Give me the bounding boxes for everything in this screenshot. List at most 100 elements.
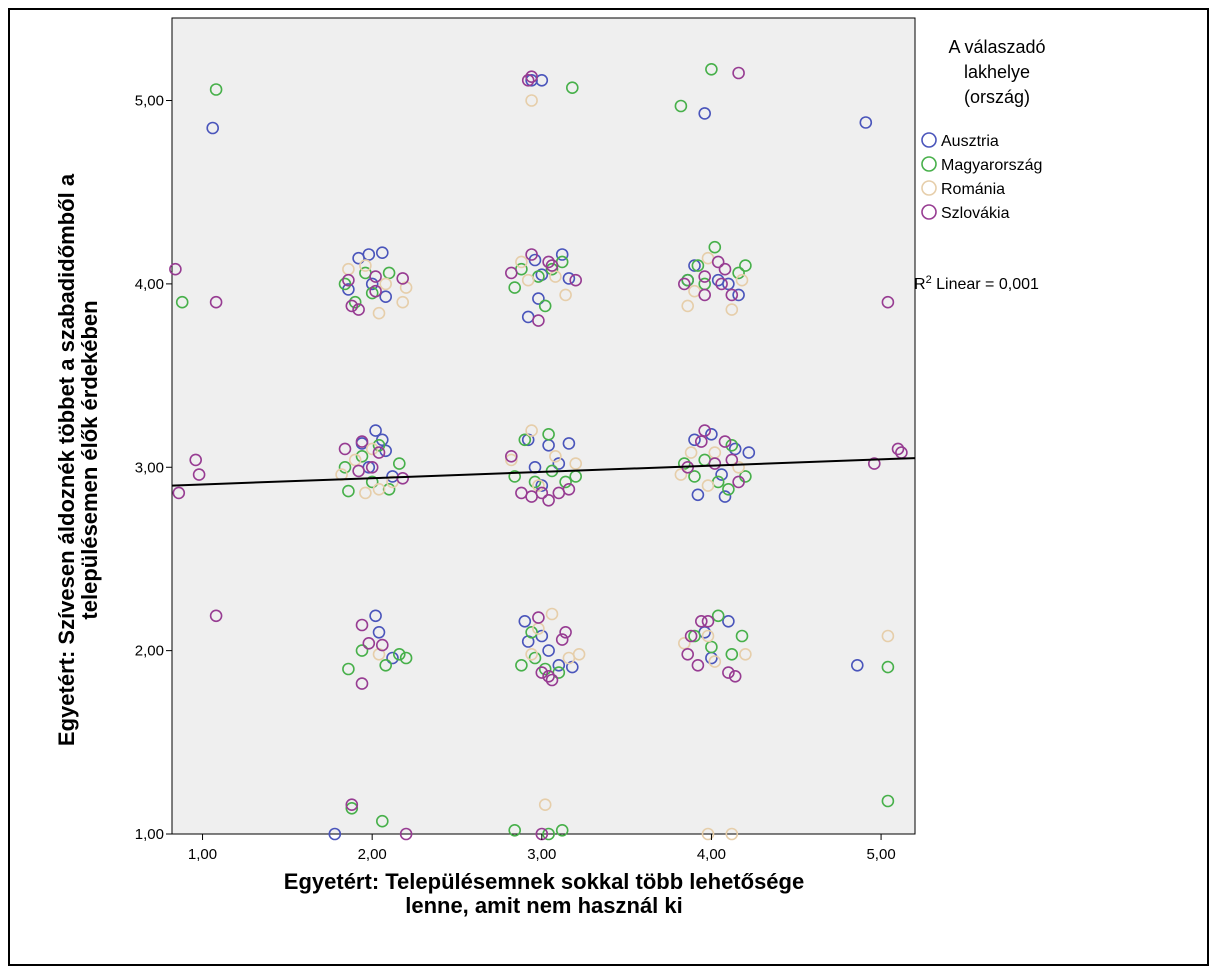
point-szlov-kia (535, 666, 549, 679)
point-rom-nia (572, 647, 586, 661)
point-szlov-kia (172, 486, 186, 500)
point-magyarorsz-g (365, 475, 379, 489)
point-szlov-kia (732, 475, 745, 489)
point-magyarorsz-g (542, 827, 555, 841)
point-szlov-kia (542, 255, 555, 269)
point-magyarorsz-g (355, 449, 369, 463)
point-szlov-kia (698, 424, 712, 437)
point-magyarorsz-g (209, 83, 223, 96)
point-rom-nia (881, 629, 895, 643)
point-magyarorsz-g (338, 277, 352, 291)
point-rom-nia (538, 798, 552, 812)
point-magyarorsz-g (525, 625, 538, 639)
point-szlov-kia (352, 464, 365, 478)
point-magyarorsz-g (739, 259, 752, 272)
x-tick-label: 3,00 (527, 846, 556, 863)
x-tick-label: 5,00 (866, 846, 895, 863)
point-ausztria (369, 609, 382, 623)
point-szlov-kia (694, 435, 708, 448)
linear-fit-line (171, 457, 916, 487)
point-ausztria (542, 644, 555, 657)
point-rom-nia (701, 827, 715, 841)
point-szlov-kia (555, 633, 569, 646)
point-rom-nia (549, 449, 562, 463)
point-szlov-kia (542, 669, 555, 683)
point-szlov-kia (525, 70, 538, 83)
point-ausztria (206, 121, 219, 135)
point-magyarorsz-g (542, 427, 555, 441)
point-szlov-kia (708, 457, 722, 470)
r-squared-label: R2 Linear = 0,001 (914, 274, 1039, 293)
point-magyarorsz-g (735, 629, 749, 643)
point-ausztria (532, 292, 545, 305)
point-ausztria (850, 658, 864, 672)
point-ausztria (718, 490, 732, 503)
point-rom-nia (549, 270, 562, 283)
point-ausztria (518, 614, 532, 628)
point-magyarorsz-g (382, 266, 396, 280)
point-rom-nia (725, 303, 739, 316)
point-magyarorsz-g (538, 662, 552, 676)
point-magyarorsz-g (528, 475, 542, 489)
point-rom-nia (732, 460, 745, 474)
point-szlov-kia (532, 611, 545, 624)
legend-label-szlov-kia: Szlovákia (941, 205, 1010, 222)
point-rom-nia (525, 647, 538, 661)
point-szlov-kia (362, 636, 376, 650)
point-szlov-kia (342, 273, 355, 287)
point-szlov-kia (718, 435, 732, 448)
point-rom-nia (735, 273, 749, 287)
fit-line-layer (171, 457, 916, 487)
point-szlov-kia (338, 442, 352, 456)
legend-marker-ausztria (921, 132, 937, 148)
point-rom-nia (681, 299, 695, 313)
point-magyarorsz-g (508, 823, 522, 837)
point-rom-nia (701, 629, 715, 643)
point-ausztria (375, 246, 389, 259)
point-rom-nia (379, 277, 393, 291)
point-magyarorsz-g (732, 266, 745, 280)
point-magyarorsz-g (515, 658, 528, 672)
y-axis-title-line-2: településemen élők érdekében (77, 300, 102, 619)
point-rom-nia (504, 453, 518, 467)
point-szlov-kia (562, 482, 576, 496)
point-ausztria (691, 488, 705, 502)
x-axis-title-line-1: Egyetért: Településemnek sokkal több leh… (284, 869, 804, 894)
point-magyarorsz-g (722, 482, 735, 496)
point-magyarorsz-g (708, 240, 722, 254)
point-rom-nia (365, 442, 379, 456)
legend-label-magyarorsz-g: Magyarország (941, 157, 1042, 174)
point-magyarorsz-g (399, 651, 413, 665)
point-ausztria (535, 479, 549, 492)
point-szlov-kia (209, 295, 223, 309)
point-ausztria (328, 827, 342, 841)
x-tick-label: 1,00 (188, 846, 217, 863)
point-magyarorsz-g (677, 457, 691, 470)
point-szlov-kia (559, 625, 572, 639)
point-szlov-kia (189, 453, 202, 467)
point-magyarorsz-g (881, 660, 895, 674)
point-szlov-kia (684, 629, 698, 643)
point-magyarorsz-g (538, 299, 552, 313)
points-layer (169, 63, 908, 841)
y-tick-label: 2,00 (135, 643, 164, 660)
point-rom-nia (569, 457, 583, 470)
x-axis: 1,00 2,00 3,00 4,00 5,00 (188, 834, 896, 863)
point-magyarorsz-g (382, 482, 396, 496)
point-magyarorsz-g (681, 273, 695, 287)
point-magyarorsz-g (345, 801, 359, 815)
point-magyarorsz-g (508, 470, 522, 483)
point-magyarorsz-g (688, 470, 701, 483)
legend-label-ausztria: Ausztria (941, 133, 999, 150)
point-rom-nia (525, 424, 538, 437)
legend-title-line-2: lakhelye (964, 62, 1030, 82)
point-szlov-kia (728, 669, 742, 683)
point-ausztria (552, 457, 566, 470)
point-szlov-kia (722, 666, 735, 679)
point-ausztria (562, 437, 576, 450)
point-szlov-kia (891, 442, 905, 456)
point-szlov-kia (396, 471, 410, 485)
point-szlov-kia (504, 449, 518, 463)
legend-title-line-1: A válaszadó (948, 37, 1045, 57)
